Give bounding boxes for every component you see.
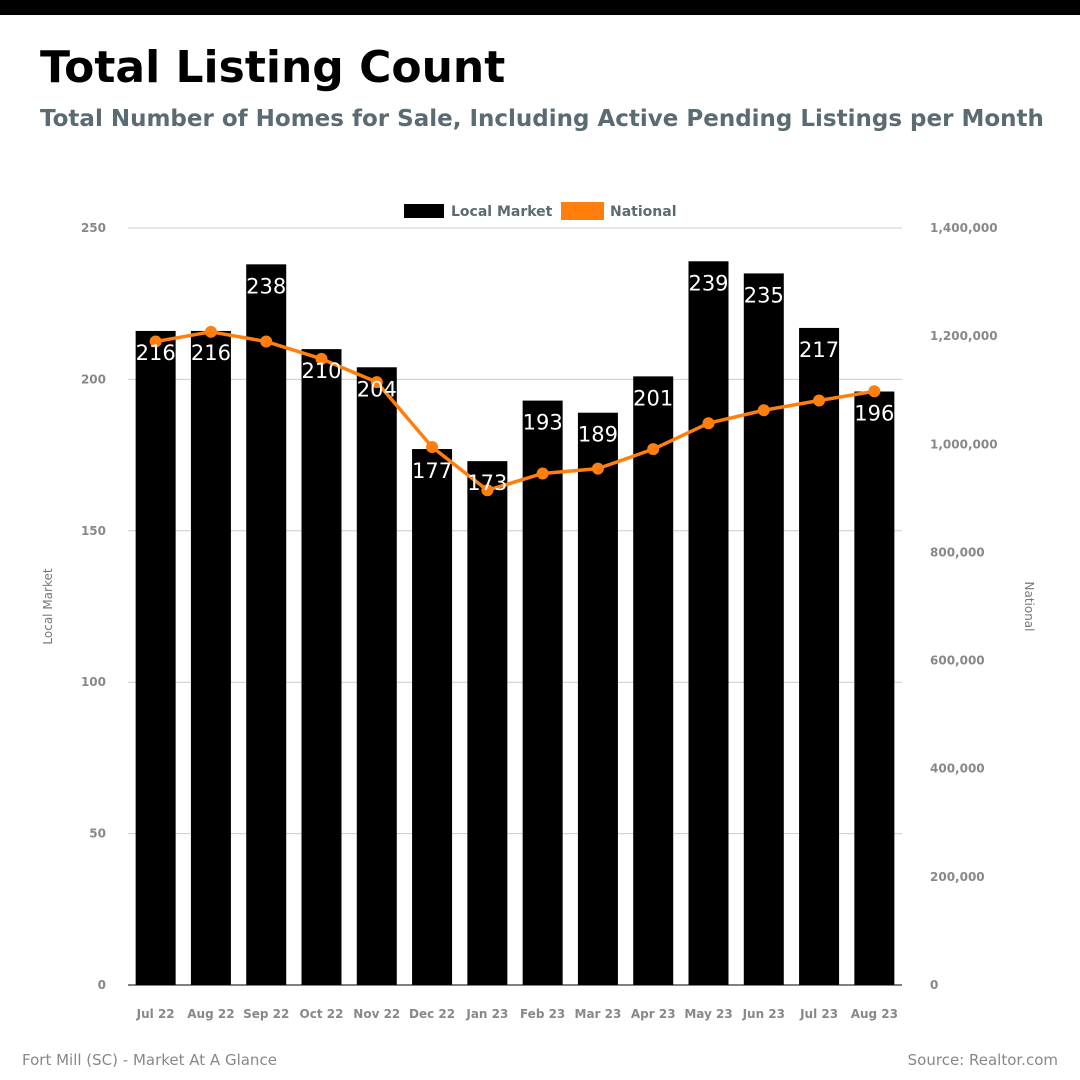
x-tick-label: Jun 23 — [742, 1007, 785, 1021]
national-point-jul-22 — [149, 335, 162, 348]
x-tick-label: Oct 22 — [300, 1007, 344, 1021]
national-point-jun-23 — [757, 404, 770, 417]
y-right-tick-label: 400,000 — [930, 762, 985, 776]
national-point-dec-22 — [426, 440, 439, 453]
national-point-aug-22 — [204, 325, 217, 338]
bar-label-nov-22: 204 — [357, 377, 397, 401]
bar-mar-23 — [577, 412, 618, 985]
bar-apr-23 — [633, 376, 674, 985]
y-left-tick-label: 250 — [81, 221, 106, 235]
national-point-jan-23 — [481, 484, 494, 497]
x-tick-label: Jul 22 — [136, 1007, 175, 1021]
x-tick-label: Apr 23 — [631, 1007, 676, 1021]
x-tick-label: Feb 23 — [520, 1007, 565, 1021]
x-tick-label: Aug 22 — [187, 1007, 234, 1021]
y-right-tick-label: 800,000 — [930, 545, 985, 559]
gridlines — [128, 227, 902, 835]
bar-label-aug-23: 196 — [854, 402, 894, 426]
y-right-tick-label: 0 — [930, 978, 938, 992]
national-line — [149, 325, 881, 497]
bar-dec-22 — [412, 449, 453, 985]
bar-label-aug-22: 216 — [191, 341, 231, 365]
bar-label-jul-22: 216 — [136, 341, 176, 365]
bar-feb-23 — [522, 400, 563, 985]
y-left-tick-label: 200 — [81, 372, 106, 386]
x-tick-label: Dec 22 — [409, 1007, 455, 1021]
bar-label-jan-23: 173 — [467, 471, 507, 495]
bar-label-apr-23: 201 — [633, 386, 673, 410]
y-right-tick-label: 200,000 — [930, 870, 985, 884]
bar-data-labels: 216 216 238 210 204 177 173 193 189 201 239 235 217 1… — [136, 271, 895, 495]
axes: Jul 22 Aug 22 Sep 22 Oct 22 Nov 22 Dec 22 Jan … — [41, 221, 1036, 1021]
top-bar — [0, 0, 1080, 15]
x-tick-label: May 23 — [684, 1007, 732, 1021]
bar-label-may-23: 239 — [688, 271, 728, 295]
x-tick-label: Jan 23 — [465, 1007, 508, 1021]
bar-jan-23 — [467, 461, 508, 985]
national-point-oct-22 — [315, 352, 328, 365]
local-market-bars — [135, 261, 895, 986]
bar-aug-22 — [190, 330, 231, 985]
legend-label-national: National — [610, 204, 677, 220]
y-left-tick-label: 100 — [81, 675, 106, 689]
bar-label-jul-23: 217 — [799, 338, 839, 362]
legend: Local Market National — [404, 202, 677, 220]
y-left-tick-label: 0 — [98, 978, 106, 992]
bar-sep-22 — [246, 264, 287, 985]
x-tick-label: Aug 23 — [851, 1007, 898, 1021]
page-title: Total Listing Count — [40, 42, 506, 93]
y-right-axis-title: National — [1022, 581, 1036, 631]
bar-oct-22 — [301, 349, 342, 985]
bar-aug-23 — [854, 391, 895, 986]
footer-market-name: Fort Mill (SC) - Market At A Glance — [22, 1051, 277, 1069]
y-left-tick-label: 150 — [81, 524, 106, 538]
national-point-aug-23 — [868, 385, 881, 398]
national-point-may-23 — [702, 417, 715, 430]
bar-label-jun-23: 235 — [744, 283, 784, 307]
bar-label-oct-22: 210 — [301, 359, 341, 383]
legend-swatch-national — [561, 202, 604, 220]
national-point-feb-23 — [536, 467, 549, 480]
national-point-mar-23 — [591, 462, 604, 475]
legend-label-local: Local Market — [451, 204, 553, 220]
y-right-tick-label: 1,400,000 — [930, 221, 998, 235]
national-series-line — [155, 330, 875, 492]
y-right-tick-label: 600,000 — [930, 654, 985, 668]
national-point-jul-23 — [813, 394, 826, 407]
bar-may-23 — [688, 261, 729, 986]
x-tick-label: Jul 23 — [799, 1007, 838, 1021]
y-left-axis-title: Local Market — [41, 568, 55, 644]
footer-source: Source: Realtor.com — [907, 1051, 1058, 1069]
x-tick-label: Sep 22 — [243, 1007, 289, 1021]
bar-jun-23 — [743, 273, 784, 985]
bar-label-mar-23: 189 — [578, 423, 618, 447]
bar-label-sep-22: 238 — [246, 274, 286, 298]
y-right-tick-label: 1,000,000 — [930, 437, 998, 451]
national-point-sep-22 — [260, 335, 273, 348]
page-subtitle: Total Number of Homes for Sale, Includin… — [40, 106, 1044, 132]
x-tick-label: Nov 22 — [353, 1007, 400, 1021]
y-left-tick-label: 50 — [89, 827, 106, 841]
bar-jul-22 — [135, 330, 176, 985]
bar-nov-22 — [356, 367, 397, 986]
x-tick-label: Mar 23 — [575, 1007, 622, 1021]
y-right-tick-label: 1,200,000 — [930, 329, 998, 343]
bar-label-feb-23: 193 — [523, 411, 563, 435]
national-point-apr-23 — [647, 443, 660, 456]
legend-swatch-local — [404, 204, 444, 218]
bar-label-dec-22: 177 — [412, 459, 452, 483]
bar-jul-23 — [799, 327, 840, 985]
national-point-nov-22 — [370, 376, 383, 389]
